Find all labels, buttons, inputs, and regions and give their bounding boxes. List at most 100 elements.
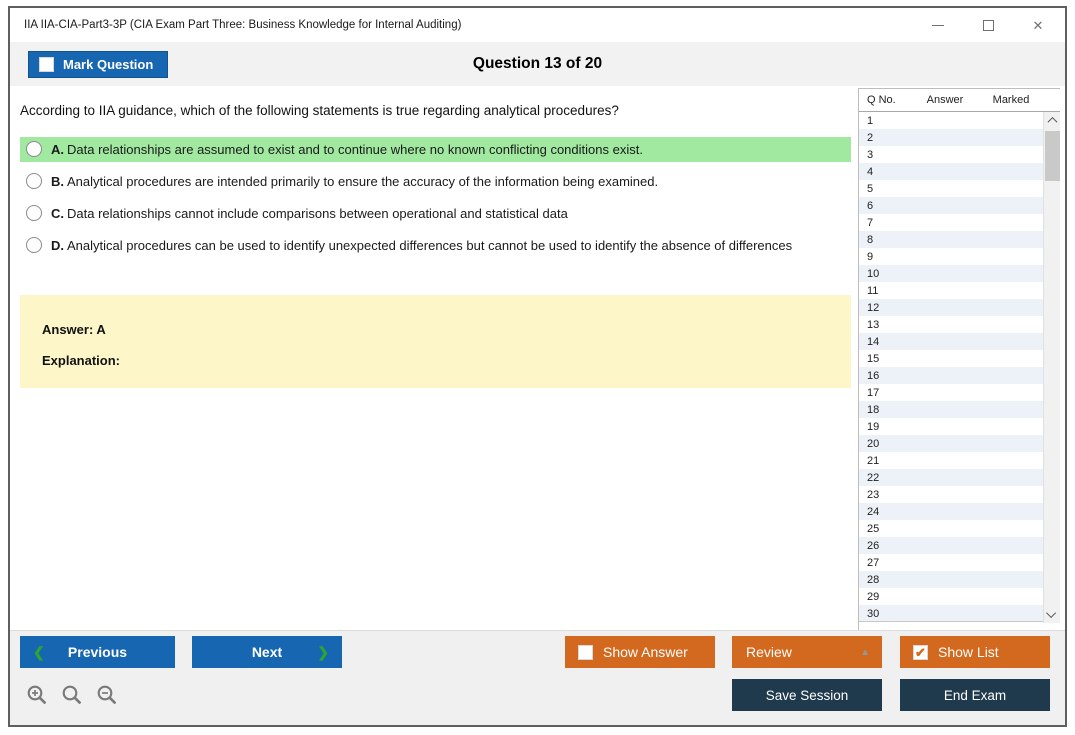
question-list-row[interactable]: 25 [859, 520, 1043, 537]
option-a[interactable]: A. Data relationships are assumed to exis… [20, 137, 851, 162]
question-list-row[interactable]: 5 [859, 180, 1043, 197]
show-list-label: Show List [938, 644, 999, 660]
question-list-row[interactable]: 20 [859, 435, 1043, 452]
option-b[interactable]: B. Analytical procedures are intended pri… [20, 169, 851, 194]
previous-button[interactable]: ❮ Previous [20, 636, 175, 668]
question-list-row[interactable]: 6 [859, 197, 1043, 214]
minimize-icon [932, 24, 944, 26]
scroll-up-button[interactable] [1044, 112, 1061, 129]
maximize-icon [982, 19, 994, 31]
question-list-row[interactable]: 17 [859, 384, 1043, 401]
option-letter: A. [51, 142, 64, 157]
scrollbar-thumb[interactable] [1045, 131, 1060, 181]
mark-question-button[interactable]: Mark Question [28, 51, 169, 78]
question-list-row[interactable]: 4 [859, 163, 1043, 180]
show-answer-label: Show Answer [603, 644, 688, 660]
qno-cell: 23 [867, 488, 880, 501]
chevron-right-icon: ❯ [317, 643, 329, 660]
show-answer-checkbox-icon [578, 644, 593, 660]
chevron-down-icon [1046, 608, 1057, 619]
zoom-out-icon[interactable] [95, 683, 121, 709]
radio-icon[interactable] [26, 141, 42, 157]
save-session-button[interactable]: Save Session [732, 679, 882, 711]
option-c[interactable]: C. Data relationships cannot include comp… [20, 201, 851, 226]
question-list-row[interactable]: 16 [859, 367, 1043, 384]
radio-icon[interactable] [26, 237, 42, 253]
question-list-row[interactable]: 9 [859, 248, 1043, 265]
question-list-row[interactable]: 12 [859, 299, 1043, 316]
question-list-row[interactable]: 23 [859, 486, 1043, 503]
radio-icon[interactable] [26, 173, 42, 189]
question-list-row[interactable]: 30 [859, 605, 1043, 621]
radio-icon[interactable] [26, 205, 42, 221]
qno-cell: 19 [867, 420, 880, 433]
previous-label: Previous [67, 644, 128, 660]
qno-cell: 8 [867, 233, 874, 246]
review-dropdown-button[interactable]: Review ▲ [732, 636, 882, 668]
question-list-row[interactable]: 2 [859, 129, 1043, 146]
qno-cell: 13 [867, 318, 880, 331]
qno-cell: 1 [867, 114, 874, 127]
question-list-row[interactable]: 27 [859, 554, 1043, 571]
save-session-label: Save Session [765, 687, 849, 703]
window-controls: ✕ [921, 8, 1055, 42]
question-list-row[interactable]: 15 [859, 350, 1043, 367]
column-header-marked: Marked [992, 94, 1030, 106]
question-list-row[interactable]: 18 [859, 401, 1043, 418]
review-label: Review [746, 644, 792, 660]
column-header-answer: Answer [926, 94, 964, 106]
qno-cell: 4 [867, 165, 874, 178]
question-list-row[interactable]: 10 [859, 265, 1043, 282]
minimize-button[interactable] [921, 13, 955, 37]
qno-cell: 30 [867, 607, 880, 620]
qno-cell: 9 [867, 250, 874, 263]
question-list-row[interactable]: 14 [859, 333, 1043, 350]
option-text: Data relationships cannot include compar… [67, 206, 568, 221]
show-answer-button[interactable]: Show Answer [565, 636, 715, 668]
question-list-scrollbar[interactable] [1043, 112, 1060, 623]
question-list-row[interactable]: 8 [859, 231, 1043, 248]
option-d[interactable]: D. Analytical procedures can be used to i… [20, 233, 851, 258]
app-window: IIA IIA-CIA-Part3-3P (CIA Exam Part Thre… [8, 6, 1067, 727]
show-list-button[interactable]: ✔ Show List [900, 636, 1050, 668]
mark-question-label: Mark Question [63, 57, 154, 72]
qno-cell: 18 [867, 403, 880, 416]
question-list-row[interactable]: 13 [859, 316, 1043, 333]
zoom-reset-icon[interactable] [60, 683, 86, 709]
question-list-row[interactable]: 19 [859, 418, 1043, 435]
question-list-row[interactable]: 28 [859, 571, 1043, 588]
question-list-row[interactable]: 22 [859, 469, 1043, 486]
next-button[interactable]: Next ❯ [192, 636, 342, 668]
qno-cell: 22 [867, 471, 880, 484]
qno-cell: 3 [867, 148, 874, 161]
question-list-row[interactable]: 3 [859, 146, 1043, 163]
option-letter: B. [51, 174, 64, 189]
qno-cell: 26 [867, 539, 880, 552]
question-list-header: Q No. Answer Marked [859, 88, 1060, 112]
qno-cell: 10 [867, 267, 880, 280]
scroll-down-button[interactable] [1044, 606, 1061, 623]
question-list-row[interactable]: 29 [859, 588, 1043, 605]
main-content: According to IIA guidance, which of the … [10, 86, 1065, 700]
qno-cell: 24 [867, 505, 880, 518]
option-letter: D. [51, 238, 64, 253]
qno-cell: 6 [867, 199, 874, 212]
question-list-row[interactable]: 24 [859, 503, 1043, 520]
close-icon: ✕ [1032, 17, 1044, 33]
question-list-row[interactable]: 26 [859, 537, 1043, 554]
question-list-row[interactable]: 1 [859, 112, 1043, 129]
close-button[interactable]: ✕ [1021, 13, 1055, 37]
qno-cell: 12 [867, 301, 880, 314]
qno-cell: 16 [867, 369, 880, 382]
show-list-checkbox-icon: ✔ [913, 644, 928, 660]
question-list-row[interactable]: 21 [859, 452, 1043, 469]
qno-cell: 17 [867, 386, 880, 399]
answer-label: Answer: A [42, 322, 106, 337]
zoom-in-icon[interactable] [25, 683, 51, 709]
question-counter: Question 13 of 20 [472, 55, 603, 72]
question-list-row[interactable]: 11 [859, 282, 1043, 299]
maximize-button[interactable] [971, 13, 1005, 37]
end-exam-button[interactable]: End Exam [900, 679, 1050, 711]
question-list-row[interactable]: 7 [859, 214, 1043, 231]
question-list-panel: Q No. Answer Marked 1 2 3 4 5 6 7 8 9 10 11 12 13 14 1… [858, 88, 1060, 700]
